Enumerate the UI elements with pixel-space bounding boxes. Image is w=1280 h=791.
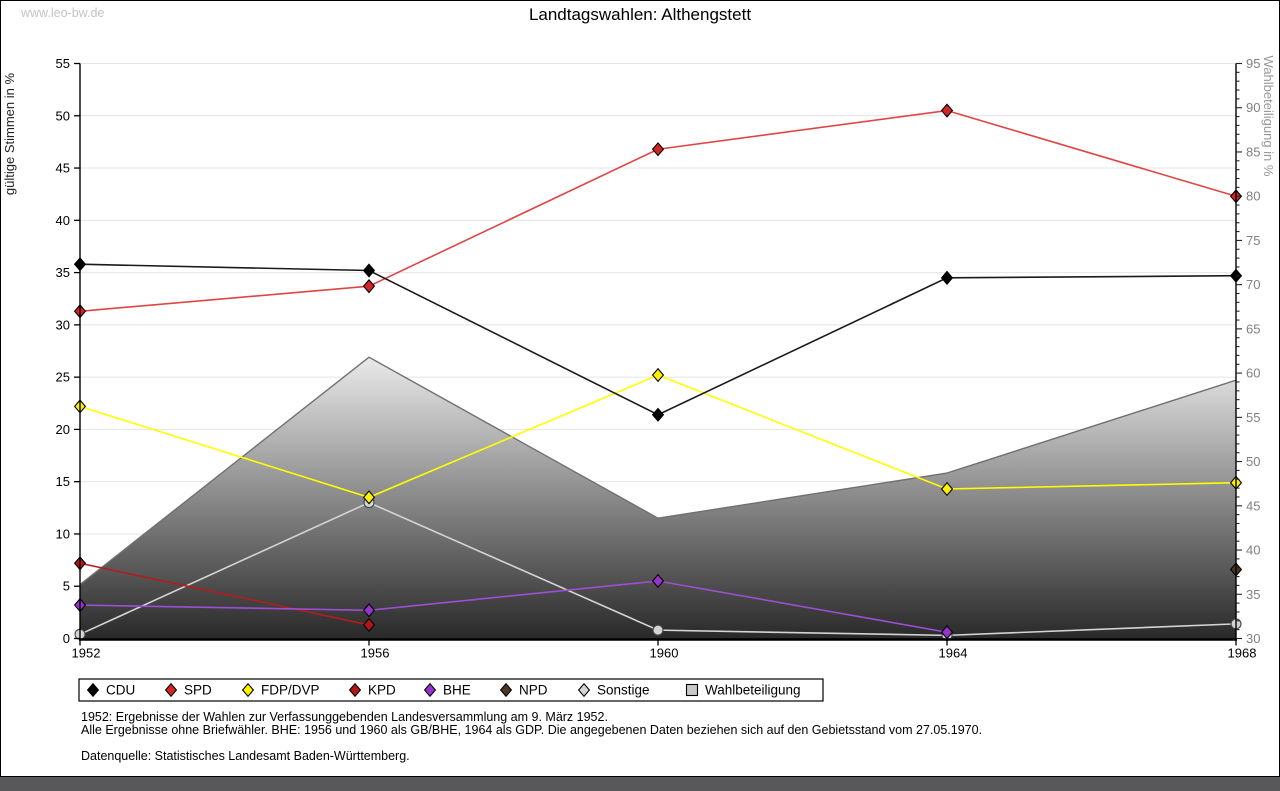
- y-axis-right-tick-label: 90: [1246, 100, 1260, 115]
- legend-item: NPD: [499, 682, 548, 698]
- legend-marker-sonstige: [577, 682, 591, 698]
- y-axis-left-tick-label: 40: [56, 213, 70, 228]
- series-kpd: [79, 562, 370, 626]
- y-axis-right-tick-label: 60: [1246, 366, 1260, 381]
- data-point: [362, 617, 376, 633]
- legend-marker-bhe: [423, 682, 437, 698]
- data-point: [362, 263, 376, 278]
- y-axis-right-tick-label: 70: [1246, 277, 1260, 292]
- left-axis-title: gültige Stimmen in %: [2, 73, 17, 196]
- legend-marker-npd: [499, 682, 513, 698]
- y-axis-right-tick-label: 40: [1246, 543, 1260, 558]
- footnote-2: Alle Ergebnisse ohne Briefwähler. BHE: 1…: [81, 723, 983, 737]
- legend-label: FDP/DVP: [261, 683, 320, 698]
- y-axis-left-tick-label: 0: [63, 631, 70, 646]
- series-bhe: [79, 580, 948, 634]
- y-axis-left-tick-label: 5: [63, 579, 70, 594]
- legend-item: Wahlbeteiligung: [685, 683, 801, 698]
- y-axis-left-tick-label: 50: [56, 108, 70, 123]
- y-axis-left-tick-label: 20: [56, 422, 70, 437]
- series-spd: [79, 109, 1237, 313]
- y-axis-right-tick-label: 30: [1246, 631, 1260, 646]
- series-line: [79, 109, 1237, 313]
- y-axis-left-tick-label: 15: [56, 474, 70, 489]
- y-axis-right-tick-label: 35: [1246, 587, 1260, 602]
- y-axis-right-tick-label: 55: [1246, 410, 1260, 425]
- legend-box: [78, 678, 824, 702]
- y-axis-left-tick-label: 45: [56, 161, 70, 176]
- legend-label: NPD: [519, 683, 548, 698]
- markers-cdu: [73, 257, 1243, 422]
- y-axis-right-tick-label: 80: [1246, 189, 1260, 204]
- legend-marker-wahlbeteiligung: [685, 683, 699, 697]
- legend-item: Sonstige: [577, 682, 650, 698]
- x-axis-tick-label: 1960: [650, 646, 679, 661]
- y-axis-right-tick-label: 95: [1246, 56, 1260, 71]
- legend-marker-spd: [164, 682, 178, 698]
- legend-label: BHE: [443, 683, 471, 698]
- data-point: [362, 279, 376, 294]
- x-axis-tick-label: 1956: [361, 646, 390, 661]
- legend-item: KPD: [348, 682, 396, 698]
- legend-label: KPD: [368, 683, 396, 698]
- x-axis-tick-label: 1952: [72, 646, 101, 661]
- legend-label: SPD: [184, 683, 212, 698]
- series-cdu: [79, 263, 1237, 416]
- data-point: [651, 407, 665, 422]
- y-axis-left: 0 5 10 15 20 25 30 35 40 45 50 55: [56, 56, 80, 646]
- legend-marker-fdp-dvp: [241, 682, 255, 698]
- area-fill: [80, 357, 1236, 639]
- series-line: [79, 580, 948, 634]
- legend-item: CDU: [86, 682, 135, 698]
- data-point: [651, 142, 665, 157]
- data-point: [940, 270, 954, 285]
- footnote-source: Datenquelle: Statistisches Landesamt Bad…: [81, 749, 410, 763]
- data-point: [362, 603, 376, 618]
- legend-item: FDP/DVP: [241, 682, 320, 698]
- data-point: [651, 367, 665, 383]
- data-point: [362, 490, 376, 505]
- election-line-chart: 0 5 10 15 20 25 30 35 40 45 50 55 30 35 40 45 50 55 60 65 70…: [2, 56, 1276, 702]
- y-axis-left-tick-label: 55: [56, 56, 70, 71]
- legend-marker-kpd: [348, 682, 362, 698]
- area-topline: [79, 356, 1237, 586]
- page-title: Landtagswahlen: Althengstett: [528, 5, 752, 24]
- y-axis-right-tick-label: 45: [1246, 498, 1260, 513]
- x-axis: 1952 1956 1960 1964 1968: [72, 640, 1257, 661]
- series-line: [79, 263, 1237, 416]
- y-axis-right-tick-label: 85: [1246, 144, 1260, 159]
- legend-label: Sonstige: [597, 683, 650, 698]
- y-axis-left-tick-label: 35: [56, 265, 70, 280]
- data-point: [940, 103, 954, 118]
- legend-label: Wahlbeteiligung: [705, 683, 801, 698]
- y-axis-left-tick-label: 10: [56, 526, 70, 541]
- legend-item: BHE: [423, 682, 471, 698]
- legend-marker-cdu: [86, 682, 100, 698]
- y-axis-right-tick-label: 65: [1246, 321, 1260, 336]
- series-wahlbeteiligung: [79, 356, 1237, 639]
- watermark: www.leo-bw.de: [21, 6, 105, 20]
- data-point: [652, 624, 664, 636]
- data-point: [940, 481, 954, 497]
- x-axis-tick-label: 1964: [939, 646, 968, 661]
- y-axis-right: 30 35 40 45 50 55 60 65 70 75 80 85 90 95: [1236, 56, 1260, 646]
- legend-label: CDU: [106, 683, 135, 698]
- footnote-1: 1952: Ergebnisse der Wahlen zur Verfassu…: [81, 710, 608, 724]
- data-point: [651, 573, 665, 589]
- right-axis-title: Wahlbeteiligung in %: [1261, 56, 1276, 177]
- markers-spd: [73, 103, 1243, 319]
- axes: [79, 63, 1237, 641]
- legend: CDU SPD FDP/DVP KPD BHE NPD Sonstige Wahlbeteil…: [78, 678, 824, 702]
- legend-item: SPD: [164, 682, 212, 698]
- y-axis-right-tick-label: 50: [1246, 454, 1260, 469]
- bottom-bar: [0, 777, 1280, 791]
- y-axis-left-tick-label: 30: [56, 317, 70, 332]
- x-axis-tick-label: 1968: [1228, 646, 1257, 661]
- series-line: [79, 562, 370, 626]
- y-axis-right-tick-label: 75: [1246, 233, 1260, 248]
- y-axis-left-tick-label: 25: [56, 370, 70, 385]
